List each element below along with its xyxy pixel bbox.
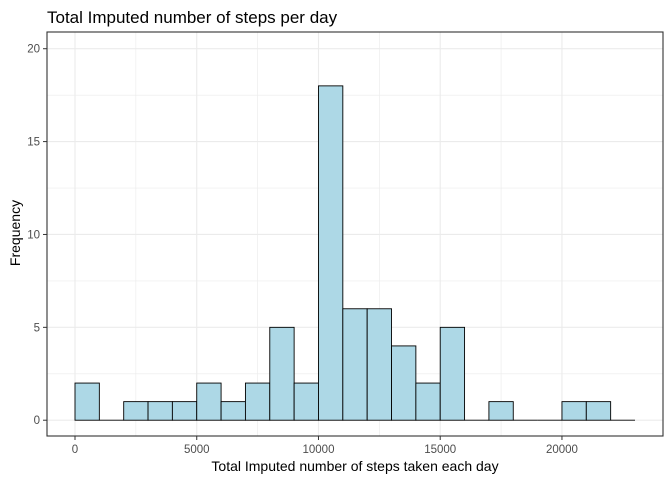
histogram-bar: [561, 401, 587, 421]
histogram-bar: [196, 382, 222, 421]
y-axis-title: Frequency: [7, 200, 23, 266]
x-tick-label: 10000: [302, 444, 334, 456]
histogram-bar: [415, 382, 441, 421]
histogram-bar: [269, 326, 295, 421]
x-axis-ticks: 0 5000 10000 15000 20000: [72, 436, 578, 456]
histogram-bar: [244, 382, 271, 421]
y-tick-label: 20: [27, 44, 40, 56]
histogram-bar: [342, 308, 368, 421]
x-tick-label: 5000: [184, 444, 210, 456]
histogram-bar: [439, 326, 466, 421]
x-tick-label: 0: [72, 444, 78, 456]
histogram-bar: [366, 308, 392, 421]
y-axis-ticks: 0 5 10 15 20: [27, 44, 47, 427]
histogram-bar: [220, 401, 246, 421]
histogram-bar: [585, 401, 612, 421]
histogram-bars: [74, 85, 635, 421]
y-tick-label: 10: [27, 229, 40, 241]
histogram-bar: [318, 85, 344, 421]
histogram-bar: [171, 401, 198, 421]
histogram-bar: [293, 382, 319, 421]
histogram-bar: [123, 401, 149, 421]
histogram-bar: [147, 401, 173, 421]
y-tick-label: 0: [34, 415, 40, 427]
x-tick-label: 15000: [424, 444, 456, 456]
histogram-bar: [488, 401, 514, 421]
histogram-bar: [391, 345, 417, 421]
y-tick-label: 5: [34, 322, 40, 334]
x-tick-label: 20000: [546, 444, 578, 456]
histogram-bar: [74, 382, 100, 421]
x-axis-title: Total Imputed number of steps taken each…: [211, 458, 498, 474]
chart-title: Total Imputed number of steps per day: [47, 8, 338, 27]
y-tick-label: 15: [27, 137, 40, 149]
